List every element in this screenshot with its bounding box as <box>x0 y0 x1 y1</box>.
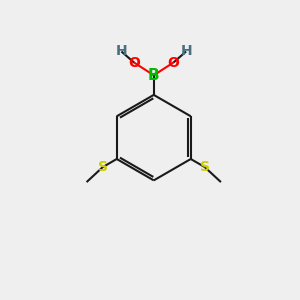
Text: O: O <box>167 56 179 70</box>
Text: H: H <box>116 44 127 58</box>
Text: B: B <box>148 68 160 83</box>
Text: S: S <box>200 160 210 174</box>
Text: S: S <box>98 160 108 174</box>
Text: O: O <box>128 56 140 70</box>
Text: H: H <box>180 44 192 58</box>
